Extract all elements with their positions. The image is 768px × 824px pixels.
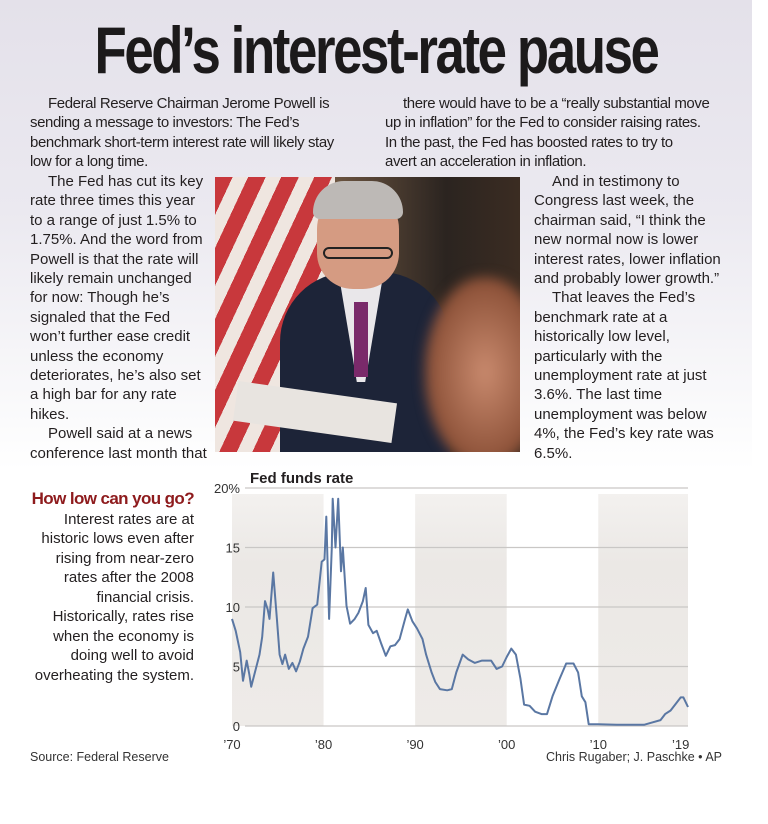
text-line: historically low level, [534, 328, 670, 346]
text-line: 6.5%. [534, 444, 573, 462]
series-line [231, 497, 689, 726]
fed-funds-chart: Fed funds rate 0 5 10 15 20% ’70 ’80 ’90 ’00 ’10 ’… [214, 470, 689, 752]
text-line: and probably lower growth.” [534, 270, 720, 288]
text-line: Federal Reserve Chairman Jerome Powell i… [48, 95, 330, 112]
text-line: That leaves the Fed’s [552, 289, 696, 307]
text-line: won’t further ease credit [30, 328, 191, 346]
x-tick-label: ’70 [223, 737, 240, 752]
text-line: up in inflation” for the Fed to consider… [385, 114, 701, 132]
y-tick-label: 0 [233, 719, 240, 734]
text-line: chairman said, “I think the [534, 211, 706, 229]
chart-blurb: How low can you go? Interest rates are a… [28, 489, 195, 685]
photo-tie [354, 302, 368, 377]
text-line: unemployment was below [534, 405, 707, 423]
chart-title: Fed funds rate [250, 470, 353, 487]
y-tick-label: 20% [214, 481, 240, 496]
article-column-2: there would have to be a “really substan… [385, 94, 710, 172]
text-line: sending a message to investors: The Fed’… [30, 114, 300, 132]
text-line: hikes. [30, 405, 70, 423]
text-line: for now: Though he’s [30, 289, 170, 307]
paragraph: Federal Reserve Chairman Jerome Powell i… [30, 94, 334, 172]
text-line: Congress last week, the [534, 192, 695, 210]
text-line: to a range of just 1.5% to [30, 211, 197, 229]
text-line: deteriorates, he’s also set [30, 367, 201, 385]
y-tick-label: 15 [226, 541, 240, 556]
credit-line: Chris Rugaber; J. Paschke • AP [546, 750, 722, 764]
x-tick-label: ’10 [590, 737, 607, 752]
photo-foreground-blur [425, 277, 520, 452]
headline: Fed’s interest-rate pause [94, 13, 659, 87]
text-line: interest rates, lower inflation [534, 250, 721, 268]
powell-photo [215, 177, 520, 452]
x-tick-label: ’90 [406, 737, 423, 752]
paragraph: The Fed has cut its key rate three times … [30, 172, 207, 424]
y-tick-label: 5 [233, 660, 240, 675]
text-line: avert an acceleration in inflation. [385, 153, 587, 171]
text-line: there would have to be a “really substan… [403, 95, 710, 112]
text-line: signaled that the Fed [30, 308, 171, 326]
text-line: 3.6%. The last time [534, 386, 663, 404]
text-line: Powell said at a news [48, 425, 193, 443]
photo-hair [313, 181, 403, 219]
text-line: 4%, the Fed’s key rate was [534, 425, 714, 443]
text-line: benchmark rate at a [534, 308, 668, 326]
x-tick-label: ’00 [498, 737, 515, 752]
text-line: The Fed has cut its key [48, 173, 204, 190]
article-column-4: And in testimony to Congress last week, t… [534, 172, 721, 463]
text-line: In the past, the Fed has boosted rates t… [385, 133, 673, 151]
text-line: 1.75%. And the word from [30, 231, 203, 249]
text-line: new normal now is lower [534, 231, 699, 249]
text-line: likely remain unchanged [30, 270, 192, 288]
text-line: rate three times this year [30, 192, 196, 210]
text-line: And in testimony to [552, 173, 680, 190]
text-line: unless the economy [30, 347, 164, 365]
source-note: Source: Federal Reserve [30, 750, 169, 764]
photo-glasses [323, 247, 393, 259]
text-line: conference last month that [30, 444, 207, 462]
text-line: unemployment rate at just [534, 367, 707, 385]
paragraph: And in testimony to Congress last week, t… [534, 172, 721, 288]
decade-band [232, 494, 324, 726]
blurb-heading: How low can you go? [31, 489, 195, 508]
x-tick-label: ’80 [315, 737, 332, 752]
decade-band [415, 494, 507, 726]
y-tick-label: 10 [226, 600, 240, 615]
text-line: particularly with the [534, 347, 663, 365]
blurb-body: Interest rates are at historic lows even… [34, 510, 194, 684]
x-tick-label: ’19 [672, 737, 689, 752]
paragraph: there would have to be a “really substan… [385, 94, 710, 172]
article-column-1: Federal Reserve Chairman Jerome Powell i… [30, 94, 334, 172]
decade-band [598, 494, 688, 726]
text-line: benchmark short-term interest rate will … [30, 133, 334, 151]
paragraph: Powell said at a news conference last mon… [30, 424, 207, 463]
text-line: a high bar for any rate [30, 386, 177, 404]
article-column-3: The Fed has cut its key rate three times … [30, 172, 207, 463]
paragraph: That leaves the Fed’s benchmark rate at a… [534, 288, 721, 463]
text-line: low for a long time. [30, 153, 148, 171]
text-line: Powell is that the rate will [30, 250, 199, 268]
